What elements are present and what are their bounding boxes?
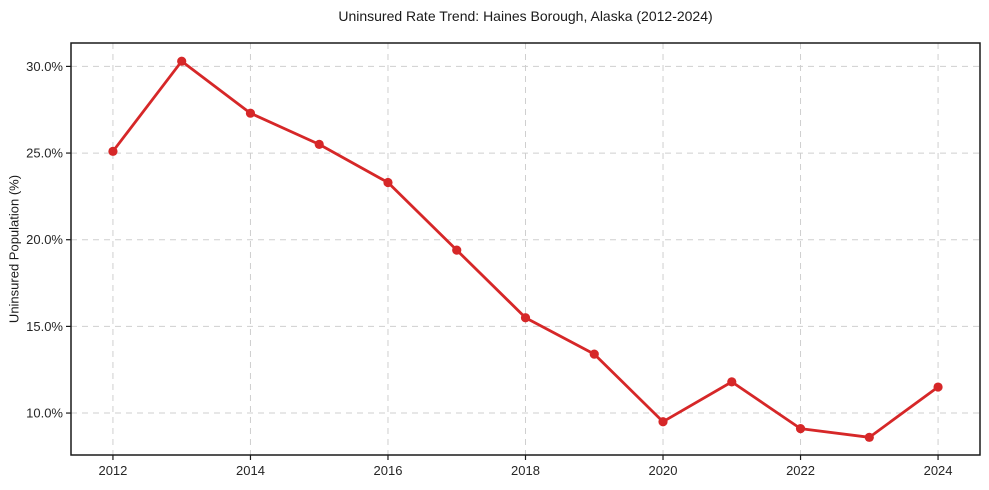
chart-title: Uninsured Rate Trend: Haines Borough, Al…: [338, 8, 713, 24]
y-tick-label: 30.0%: [26, 59, 63, 74]
data-point: [452, 245, 462, 255]
data-point: [933, 382, 943, 392]
data-point: [864, 432, 874, 442]
data-point: [108, 146, 118, 156]
data-point: [589, 349, 599, 359]
x-tick-label: 2022: [786, 463, 815, 478]
data-point: [314, 139, 324, 149]
x-tick-label: 2018: [511, 463, 540, 478]
x-tick-label: 2016: [374, 463, 403, 478]
x-tick-label: 2024: [924, 463, 953, 478]
data-point: [245, 108, 256, 118]
y-tick-label: 20.0%: [26, 232, 63, 247]
data-point: [727, 377, 737, 387]
y-tick-label: 15.0%: [26, 319, 63, 334]
plot-border: [70, 42, 981, 456]
y-axis-label: Uninsured Population (%): [6, 174, 22, 324]
y-tick-label: 10.0%: [26, 406, 63, 421]
x-tick-label: 2014: [236, 463, 265, 478]
data-line: [111, 59, 940, 439]
y-tick-label: 25.0%: [26, 146, 63, 161]
x-tick-label: 2012: [98, 463, 127, 478]
data-point: [177, 56, 187, 66]
data-point: [795, 424, 806, 434]
data-point: [658, 417, 668, 427]
data-point: [520, 313, 531, 323]
data-point: [383, 177, 393, 188]
x-tick-label: 2020: [649, 463, 678, 478]
